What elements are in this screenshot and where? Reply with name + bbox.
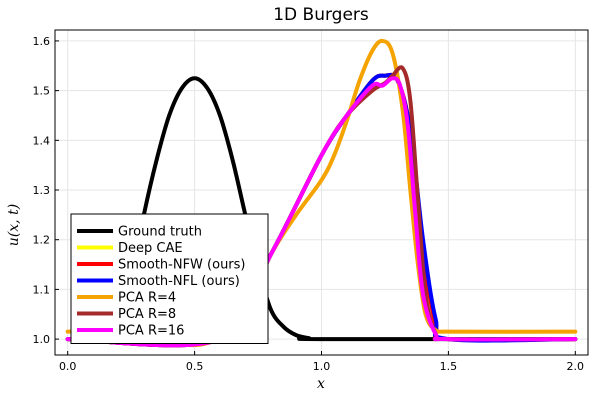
x-axis-ticks: 0.0 0.5 1.0 1.5 2.0 — [59, 351, 584, 373]
legend-label: Smooth-NFW (ours) — [118, 258, 246, 273]
legend-label: Smooth-NFL (ours) — [118, 274, 240, 289]
y-tick-label: 1.2 — [33, 234, 51, 247]
x-tick-label: 2.0 — [567, 360, 585, 373]
x-axis-label: x — [317, 376, 325, 392]
legend-label: PCA R=8 — [118, 307, 176, 322]
y-axis-ticks: 1.0 1.1 1.2 1.3 1.4 1.5 1.6 — [33, 35, 59, 346]
legend-label: PCA R=4 — [118, 291, 176, 306]
y-tick-label: 1.3 — [33, 184, 51, 197]
y-tick-label: 1.4 — [33, 134, 51, 147]
x-tick-label: 0.5 — [186, 360, 204, 373]
legend-label: PCA R=16 — [118, 324, 184, 339]
x-tick-label: 0.0 — [59, 360, 77, 373]
y-tick-label: 1.0 — [33, 333, 51, 346]
legend-label: Ground truth — [118, 225, 202, 240]
chart-title: 1D Burgers — [273, 5, 369, 25]
y-tick-label: 1.5 — [33, 85, 51, 98]
x-tick-label: 1.5 — [440, 360, 458, 373]
legend-label: Deep CAE — [118, 241, 183, 256]
y-axis-label: u(x, t) — [6, 204, 22, 246]
x-tick-label: 1.0 — [313, 360, 331, 373]
y-tick-label: 1.6 — [33, 35, 51, 48]
y-tick-label: 1.1 — [33, 283, 51, 296]
